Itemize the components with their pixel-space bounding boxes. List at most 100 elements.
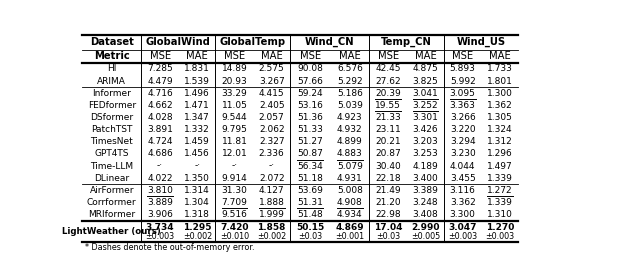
Text: 3.253: 3.253 xyxy=(413,149,438,158)
Text: 4.127: 4.127 xyxy=(259,186,285,195)
Text: Informer: Informer xyxy=(92,89,131,98)
Text: 1.858: 1.858 xyxy=(257,223,286,232)
Text: 1.305: 1.305 xyxy=(487,113,513,122)
Text: 5.008: 5.008 xyxy=(337,186,363,195)
Text: 14.89: 14.89 xyxy=(221,64,248,73)
Text: 2.575: 2.575 xyxy=(259,64,285,73)
Text: 22.98: 22.98 xyxy=(376,210,401,219)
Text: 1.295: 1.295 xyxy=(183,223,212,232)
Text: 51.18: 51.18 xyxy=(297,174,323,183)
Text: Metric: Metric xyxy=(94,51,130,61)
Text: 3.810: 3.810 xyxy=(147,186,173,195)
Text: 53.16: 53.16 xyxy=(297,101,323,110)
Text: 33.29: 33.29 xyxy=(221,89,248,98)
Text: 1.332: 1.332 xyxy=(184,125,210,134)
Text: MSE: MSE xyxy=(300,51,321,61)
Text: 11.81: 11.81 xyxy=(221,137,248,146)
Text: 4.899: 4.899 xyxy=(337,137,363,146)
Text: ±0.003: ±0.003 xyxy=(485,232,515,241)
Text: ARIMA: ARIMA xyxy=(97,77,126,86)
Text: MAE: MAE xyxy=(339,51,361,61)
Text: 1.362: 1.362 xyxy=(487,101,513,110)
Text: ±0.002: ±0.002 xyxy=(182,232,212,241)
Text: 7.420: 7.420 xyxy=(220,223,249,232)
Text: MSE: MSE xyxy=(378,51,399,61)
Text: 1.539: 1.539 xyxy=(184,77,211,86)
Text: 21.33: 21.33 xyxy=(376,113,401,122)
Text: 90.08: 90.08 xyxy=(297,64,323,73)
Text: 27.62: 27.62 xyxy=(376,77,401,86)
Text: 3.455: 3.455 xyxy=(450,174,476,183)
Text: Temp_CN: Temp_CN xyxy=(381,37,432,47)
Text: 21.20: 21.20 xyxy=(376,198,401,207)
Text: 3.889: 3.889 xyxy=(147,198,173,207)
Text: DLinear: DLinear xyxy=(94,174,129,183)
Text: 1.801: 1.801 xyxy=(487,77,513,86)
Text: 1.339: 1.339 xyxy=(487,198,513,207)
Text: 4.883: 4.883 xyxy=(337,149,363,158)
Text: 1.831: 1.831 xyxy=(184,64,211,73)
Text: 1.310: 1.310 xyxy=(487,210,513,219)
Text: 1.339: 1.339 xyxy=(487,174,513,183)
Text: 1.318: 1.318 xyxy=(184,210,211,219)
Text: 2.990: 2.990 xyxy=(412,223,440,232)
Text: GlobalWind: GlobalWind xyxy=(146,37,211,47)
Text: 1.270: 1.270 xyxy=(486,223,514,232)
Text: 4.044: 4.044 xyxy=(450,161,476,170)
Text: ±0.003: ±0.003 xyxy=(448,232,477,241)
Text: 5.292: 5.292 xyxy=(337,77,363,86)
Text: 51.33: 51.33 xyxy=(297,125,323,134)
Text: ±0.001: ±0.001 xyxy=(335,232,364,241)
Text: 51.36: 51.36 xyxy=(297,113,323,122)
Text: 11.05: 11.05 xyxy=(221,101,248,110)
Text: 2.057: 2.057 xyxy=(259,113,285,122)
Text: 5.079: 5.079 xyxy=(337,161,363,170)
Text: 7.709: 7.709 xyxy=(221,198,248,207)
Text: 1.300: 1.300 xyxy=(487,89,513,98)
Text: 3.734: 3.734 xyxy=(146,223,175,232)
Text: 2.327: 2.327 xyxy=(259,137,285,146)
Text: 3.426: 3.426 xyxy=(413,125,438,134)
Text: 3.266: 3.266 xyxy=(450,113,476,122)
Text: 3.400: 3.400 xyxy=(413,174,438,183)
Text: MAE: MAE xyxy=(489,51,511,61)
Text: Wind_CN: Wind_CN xyxy=(305,37,355,47)
Text: 51.27: 51.27 xyxy=(297,137,323,146)
Text: 20.21: 20.21 xyxy=(376,137,401,146)
Text: 3.891: 3.891 xyxy=(147,125,173,134)
Text: MAE: MAE xyxy=(186,51,208,61)
Text: 4.931: 4.931 xyxy=(337,174,363,183)
Text: 50.15: 50.15 xyxy=(296,223,324,232)
Text: AirFormer: AirFormer xyxy=(90,186,134,195)
Text: 3.116: 3.116 xyxy=(450,186,476,195)
Text: Dataset: Dataset xyxy=(90,37,134,47)
Text: 1.272: 1.272 xyxy=(487,186,513,195)
Text: -·: -· xyxy=(269,161,275,170)
Text: Time-LLM: Time-LLM xyxy=(90,161,133,170)
Text: 1.314: 1.314 xyxy=(184,186,210,195)
Text: 1.312: 1.312 xyxy=(487,137,513,146)
Text: 1.304: 1.304 xyxy=(184,198,210,207)
Text: 17.04: 17.04 xyxy=(374,223,403,232)
Text: 3.906: 3.906 xyxy=(147,210,173,219)
Text: PatchTST: PatchTST xyxy=(91,125,132,134)
Text: 1.296: 1.296 xyxy=(487,149,513,158)
Text: 56.34: 56.34 xyxy=(297,161,323,170)
Text: 30.40: 30.40 xyxy=(376,161,401,170)
Text: 3.825: 3.825 xyxy=(413,77,438,86)
Text: 3.301: 3.301 xyxy=(413,113,438,122)
Text: -·: -· xyxy=(195,161,200,170)
Text: 3.267: 3.267 xyxy=(259,77,285,86)
Text: ±0.002: ±0.002 xyxy=(257,232,286,241)
Text: ±0.03: ±0.03 xyxy=(298,232,322,241)
Text: 4.869: 4.869 xyxy=(335,223,364,232)
Text: 12.01: 12.01 xyxy=(221,149,248,158)
Text: FEDformer: FEDformer xyxy=(88,101,136,110)
Text: 57.66: 57.66 xyxy=(297,77,323,86)
Text: 2.062: 2.062 xyxy=(259,125,285,134)
Text: 3.220: 3.220 xyxy=(450,125,476,134)
Text: 4.716: 4.716 xyxy=(147,89,173,98)
Text: 9.516: 9.516 xyxy=(221,210,248,219)
Text: 2.405: 2.405 xyxy=(259,101,285,110)
Text: 3.294: 3.294 xyxy=(450,137,476,146)
